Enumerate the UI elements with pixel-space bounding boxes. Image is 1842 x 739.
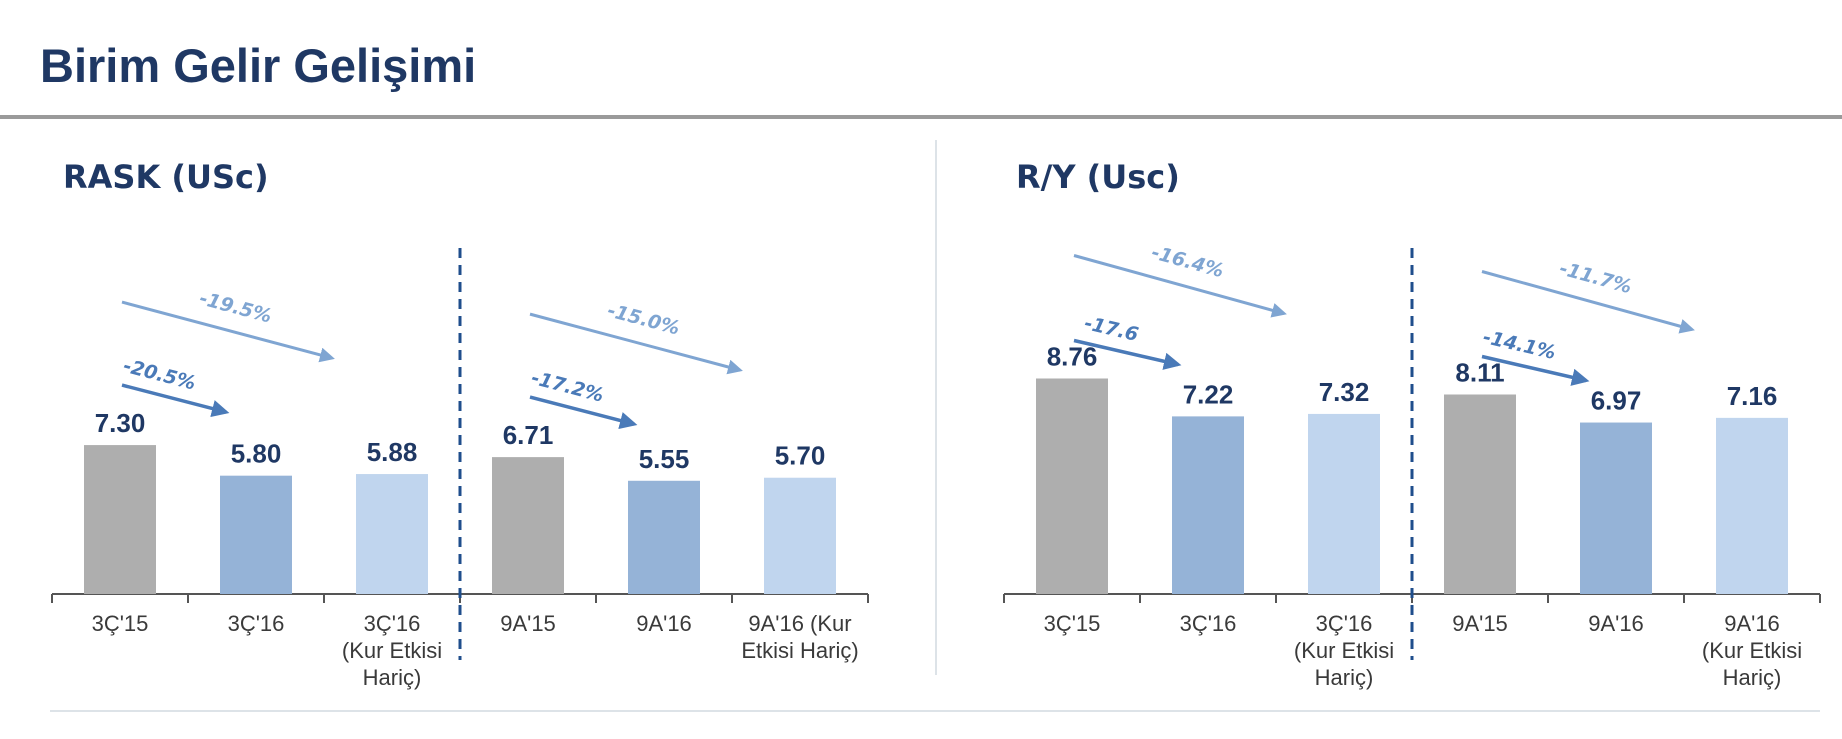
- bar-ry-5: [1716, 417, 1788, 594]
- tick-label: 3Ç'16: [364, 611, 421, 636]
- page-title: Birim Gelir Gelişimi: [40, 39, 477, 92]
- data-label: 5.55: [639, 444, 690, 474]
- tick-label: 3Ç'16: [1316, 611, 1373, 636]
- data-label: 8.76: [1047, 342, 1098, 372]
- change-arrow-dark: [121, 383, 230, 418]
- tick-label: Hariç): [1315, 665, 1374, 690]
- change-arrow-dark: [529, 395, 638, 430]
- tick-label: 9A'15: [500, 611, 556, 636]
- tick-label: 9A'16: [636, 611, 692, 636]
- change-arrow-light: [121, 300, 335, 363]
- tick-label: (Kur Etkisi: [1294, 638, 1394, 663]
- bar-rask-2: [356, 474, 428, 594]
- data-label: 7.22: [1183, 379, 1234, 409]
- change-label: -19.5%: [197, 287, 274, 327]
- change-arrow-light: [1073, 254, 1287, 318]
- data-label: 7.30: [95, 408, 146, 438]
- chart-title-rask: RASK (USc): [63, 158, 269, 196]
- data-label: 5.88: [367, 437, 418, 467]
- bar-ry-1: [1172, 416, 1244, 594]
- data-label: 6.97: [1591, 386, 1642, 416]
- tick-label: 9A'16: [1724, 611, 1780, 636]
- change-arrow-dark: [1073, 338, 1182, 370]
- tick-label: 9A'16: [1588, 611, 1644, 636]
- tick-label: Hariç): [363, 665, 422, 690]
- tick-label: 3Ç'16: [1180, 611, 1237, 636]
- tick-label: (Kur Etkisi: [1702, 638, 1802, 663]
- change-label: -16.4%: [1149, 241, 1226, 282]
- data-label: 7.32: [1319, 377, 1370, 407]
- bar-rask-1: [220, 475, 292, 594]
- change-label: -15.0%: [605, 299, 682, 339]
- bar-ry-4: [1580, 422, 1652, 594]
- bar-rask-3: [492, 457, 564, 594]
- title-rule: [0, 115, 1842, 119]
- tick-label: Etkisi Hariç): [741, 638, 858, 663]
- bar-rask-4: [628, 480, 700, 594]
- tick-label: (Kur Etkisi: [342, 638, 442, 663]
- bar-rask-0: [84, 445, 156, 594]
- tick-label: Hariç): [1723, 665, 1782, 690]
- change-arrow-light: [529, 312, 743, 375]
- panel-divider: [935, 140, 937, 675]
- tick-label: 9A'15: [1452, 611, 1508, 636]
- data-label: 7.16: [1727, 381, 1778, 411]
- data-label: 8.11: [1455, 357, 1504, 387]
- bottom-rule: [50, 710, 1820, 712]
- chart-title-ry: R/Y (Usc): [1016, 158, 1180, 196]
- data-label: 5.70: [775, 441, 826, 471]
- tick-label: 3Ç'15: [92, 611, 149, 636]
- data-label: 6.71: [503, 420, 554, 450]
- change-label: -11.7%: [1557, 257, 1634, 298]
- tick-label: 3Ç'15: [1044, 611, 1101, 636]
- change-arrow-dark: [1481, 354, 1590, 386]
- tick-label: 3Ç'16: [228, 611, 285, 636]
- bar-ry-3: [1444, 394, 1516, 594]
- tick-label: 9A'16 (Kur: [748, 611, 851, 636]
- bar-ry-2: [1308, 413, 1380, 594]
- change-arrow-light: [1481, 270, 1695, 334]
- bar-ry-0: [1036, 378, 1108, 594]
- bar-rask-5: [764, 477, 836, 594]
- data-label: 5.80: [231, 439, 282, 469]
